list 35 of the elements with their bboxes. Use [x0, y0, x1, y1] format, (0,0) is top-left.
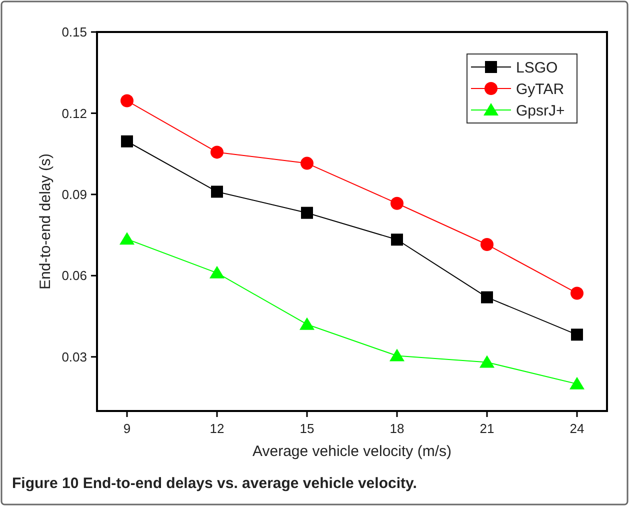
x-tick-label: 12 [210, 421, 224, 436]
point [300, 156, 314, 170]
legend-label: GpsrJ+ [516, 102, 566, 120]
y-tick-label: 0.03 [62, 349, 87, 364]
x-tick-label: 18 [390, 421, 404, 436]
point [480, 355, 494, 368]
x-tick-label: 15 [300, 421, 314, 436]
point [391, 234, 403, 246]
x-tick-label: 24 [570, 421, 584, 436]
caption: Figure 10 End-to-end delays vs. average vehicle velocity. [12, 475, 417, 492]
y-tick-label: 0.09 [62, 186, 87, 202]
point [210, 266, 224, 278]
point [301, 206, 313, 219]
x-axis-title: Average vehicle velocity (m/s) [252, 443, 452, 460]
y-axis-title: End-to-end delay (s) [37, 154, 54, 290]
point [210, 146, 224, 159]
point [121, 135, 133, 148]
point [571, 328, 583, 341]
y-tick-label: 0.12 [62, 106, 87, 121]
point [390, 196, 404, 210]
x-tick-label: 9 [123, 421, 131, 436]
point [211, 186, 223, 198]
point [300, 317, 314, 330]
point [480, 238, 494, 252]
point [570, 376, 584, 390]
point [120, 94, 134, 108]
legend-label: LSGO [516, 59, 558, 76]
y-tick-label: 0.06 [62, 268, 87, 284]
point [570, 286, 584, 300]
legend-label: GyTAR [516, 80, 564, 98]
point [120, 232, 134, 245]
point [481, 291, 493, 304]
x-tick-label: 21 [480, 421, 494, 436]
point [390, 348, 404, 362]
y-tick-label: 0.15 [62, 24, 87, 40]
